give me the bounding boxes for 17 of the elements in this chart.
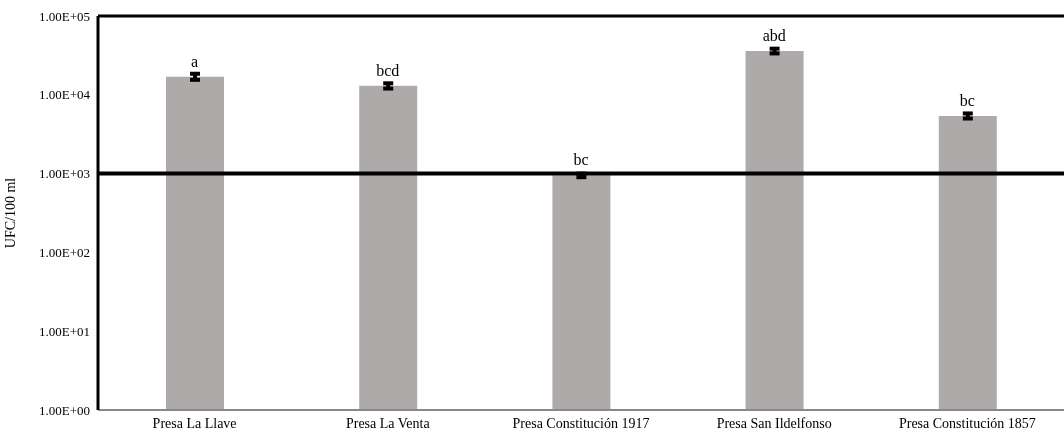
x-tick-label: Presa Constitución 1857 (898, 415, 1036, 431)
annotation: a (191, 52, 199, 70)
y-tick-label: 1.00E+02 (38, 245, 90, 261)
y-tick-label: 1.00E+01 (38, 323, 90, 339)
annotation: abd (762, 26, 786, 44)
y-tick-label: 1.00E+04 (38, 87, 91, 103)
x-tick-label: Presa La Llave (152, 415, 237, 431)
annotation: bcd (376, 61, 400, 79)
y-tick-label: 1.00E+00 (38, 402, 90, 418)
y-axis-title: UFC/100 ml (2, 177, 18, 249)
x-tick-label: Presa San Ildelfonso (716, 415, 832, 431)
annotation: bc (959, 91, 975, 109)
y-tick-label: 1.00E+05 (38, 8, 90, 24)
x-tick-label: Presa Constitución 1917 (512, 415, 650, 431)
annotation: bc (573, 151, 589, 169)
y-tick-label: 1.00E+03 (38, 166, 90, 182)
x-tick-label: Presa La Venta (345, 415, 431, 431)
